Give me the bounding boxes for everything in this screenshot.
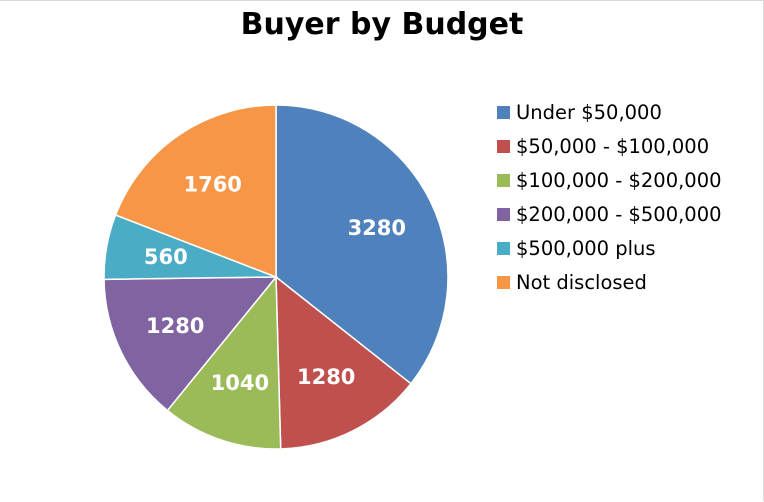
pie-data-label: 1280 (146, 314, 204, 338)
pie-data-label: 1040 (211, 371, 269, 395)
pie-slice (166, 274, 282, 450)
legend-label: $100,000 - $200,000 (516, 168, 722, 192)
pie-slice (103, 276, 278, 412)
legend-swatch (497, 241, 510, 255)
legend: Under $50,000 $50,000 - $100,000 $100,00… (497, 95, 722, 299)
pie-data-labels: 3280 1280 1040 1280 560 1760 (144, 173, 406, 395)
pie-slice (275, 275, 412, 450)
legend-item: $100,000 - $200,000 (497, 163, 722, 197)
pie-data-label: 3280 (348, 216, 406, 240)
chart-title: Buyer by Budget (240, 7, 524, 42)
legend-swatch (497, 275, 510, 289)
pie-slice (114, 104, 277, 279)
legend-label: $200,000 - $500,000 (516, 202, 722, 226)
legend-label: Under $50,000 (516, 100, 662, 124)
legend-label: $50,000 - $100,000 (516, 134, 710, 158)
legend-swatch (497, 139, 510, 153)
legend-label: Not disclosed (516, 270, 647, 294)
pie-slice (275, 104, 449, 385)
legend-label: $500,000 plus (516, 236, 656, 260)
legend-swatch (497, 173, 510, 187)
legend-swatch (497, 207, 510, 221)
pie-data-label: 1280 (297, 365, 355, 389)
pie-slices (103, 104, 449, 450)
legend-item: $50,000 - $100,000 (497, 129, 722, 163)
legend-swatch (497, 105, 510, 119)
pie-data-label: 1760 (183, 173, 241, 197)
legend-item: $200,000 - $500,000 (497, 197, 722, 231)
legend-item: Not disclosed (497, 265, 722, 299)
pie-data-label: 560 (144, 245, 188, 269)
legend-item: Under $50,000 (497, 95, 722, 129)
legend-item: $500,000 plus (497, 231, 722, 265)
